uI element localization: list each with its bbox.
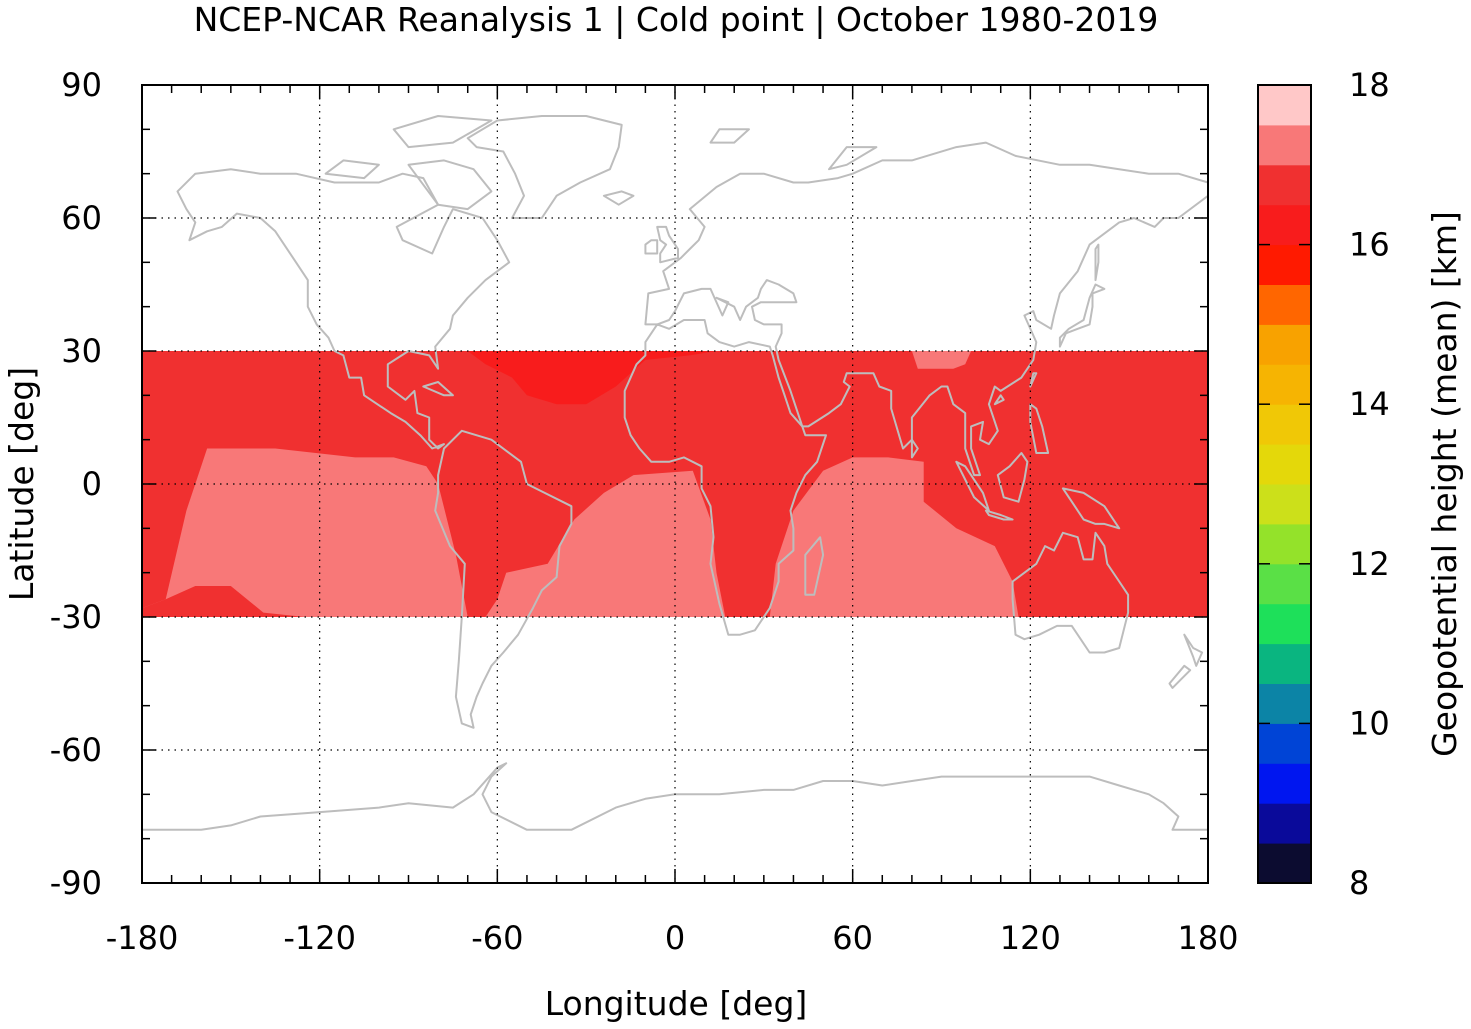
coastline-north-america <box>176 168 511 450</box>
coastline-java <box>984 509 1014 521</box>
coastline-africa <box>623 319 827 636</box>
coastline-madagascar <box>804 536 825 596</box>
coastline-japan <box>1058 283 1106 348</box>
colorbar-segment <box>1258 803 1311 844</box>
coastline-australia <box>1011 531 1130 654</box>
colorbar-tick-label: 12 <box>1349 545 1390 583</box>
region-south-pacific <box>142 448 468 617</box>
y-tick-label: 60 <box>61 199 102 237</box>
coastlines <box>142 115 1209 831</box>
y-tick-label: -60 <box>50 731 102 769</box>
region-south-atlantic <box>485 470 726 617</box>
region-sw-pacific-low <box>142 586 305 617</box>
coastline-novaya-zemlya <box>828 146 878 171</box>
coastline-taiwan <box>1029 372 1038 388</box>
coastline-eurasia <box>644 141 1209 477</box>
coastline-ireland <box>644 239 659 255</box>
colorbar-tick-label: 18 <box>1349 66 1390 104</box>
colorbar-segment <box>1258 763 1311 804</box>
y-tick-label: 0 <box>82 465 102 503</box>
colorbar-segment <box>1258 85 1311 126</box>
coastline-sumatra <box>955 460 990 512</box>
colorbar <box>1258 85 1311 884</box>
colorbar-segment <box>1258 164 1311 206</box>
coastline-greenland <box>466 115 623 219</box>
x-tick-label: -180 <box>106 919 179 957</box>
plot-frame <box>141 84 1209 884</box>
y-tick-label: -30 <box>50 598 102 636</box>
x-axis-label: Longitude [deg] <box>545 984 808 1023</box>
y-tick-labels: 90 60 30 0 -30 -60 -90 <box>50 66 102 902</box>
region-tibet <box>911 351 972 369</box>
colorbar-label: Geopotential height (mean) [km] <box>1425 211 1464 757</box>
x-tick-label: 0 <box>665 919 685 957</box>
y-tick-label: 90 <box>61 66 102 104</box>
y-tick-label: 30 <box>61 332 102 370</box>
coastline-borneo <box>996 452 1029 503</box>
coastline-south-america <box>434 429 573 729</box>
colorbar-segment <box>1258 124 1311 166</box>
coastline-cuba <box>422 381 454 397</box>
colorbar-tick-label: 16 <box>1349 226 1390 264</box>
coastline-uk <box>656 225 679 264</box>
coastline-sri-lanka <box>910 438 919 459</box>
region-atlantic-max <box>467 351 717 405</box>
colorbar-segment <box>1258 643 1311 684</box>
coastline-svalbard <box>709 128 750 144</box>
colorbar-segment <box>1258 603 1311 645</box>
coastline-baffin <box>407 159 493 211</box>
colorbar-segment <box>1258 244 1311 285</box>
coastline-sakhalin <box>1094 243 1100 282</box>
x-tick-label: -60 <box>471 919 523 957</box>
grid-lines <box>142 85 1208 883</box>
coastline-new-zealand-s <box>1168 664 1192 689</box>
axis-ticks <box>141 84 1209 884</box>
coastline-iceland <box>602 190 635 206</box>
colorbar-segment <box>1258 723 1311 764</box>
coastline-philippines <box>1029 403 1050 454</box>
y-axis-label: Latitude [deg] <box>2 367 41 601</box>
y-tick-label: -90 <box>50 864 102 902</box>
colorbar-segment <box>1258 404 1311 445</box>
colorbar-tick-label: 14 <box>1349 385 1390 423</box>
x-tick-label: 120 <box>1000 919 1061 957</box>
colorbar-segment <box>1258 523 1311 565</box>
colorbar-tick-label: 10 <box>1349 704 1390 742</box>
colorbar-segment <box>1258 204 1311 246</box>
colorbar-tick-labels: 8 10 12 14 16 18 <box>1349 66 1390 902</box>
chart-title: NCEP-NCAR Reanalysis 1 | Cold point | Oc… <box>194 0 1159 39</box>
colorbar-frame <box>1257 84 1312 884</box>
colorbar-segment <box>1258 284 1311 325</box>
x-tick-label: -120 <box>283 919 356 957</box>
region-indian-ocean <box>769 457 1019 617</box>
coastline-ellesmere <box>392 115 493 149</box>
x-tick-label: 60 <box>832 919 873 957</box>
coastline-antarctica <box>142 762 1208 831</box>
colorbar-tick-label: 8 <box>1349 864 1369 902</box>
colorbar-segment <box>1258 683 1311 724</box>
colorbar-segment <box>1258 563 1311 605</box>
colorbar-segment <box>1258 484 1311 525</box>
colorbar-segment <box>1258 843 1311 884</box>
coastline-hainan <box>993 394 1005 406</box>
coastline-new-zealand-n <box>1183 633 1204 667</box>
coastline-new-guinea <box>1061 487 1121 530</box>
coastline-victoria-isl <box>324 159 380 180</box>
x-tick-labels: -180 -120 -60 0 60 120 180 <box>106 919 1239 957</box>
colorbar-segment <box>1258 444 1311 485</box>
colorbar-segment <box>1258 324 1311 365</box>
colorbar-segment <box>1258 364 1311 405</box>
x-tick-label: 180 <box>1177 919 1238 957</box>
